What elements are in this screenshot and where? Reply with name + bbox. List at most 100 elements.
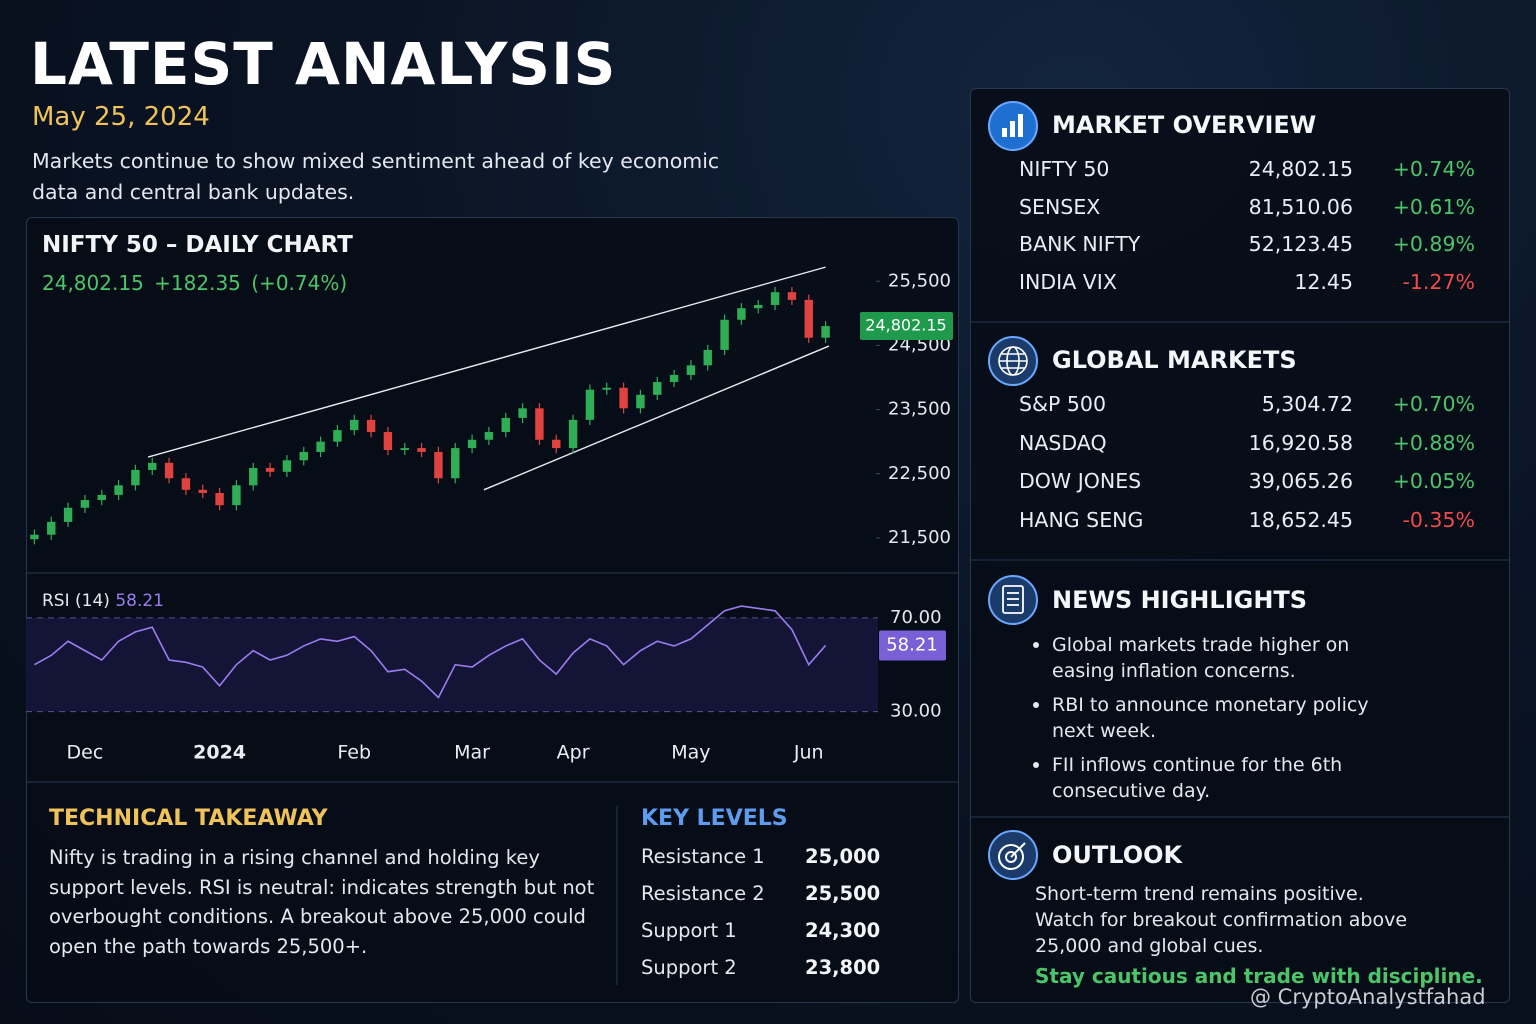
candle-body bbox=[232, 485, 241, 506]
market-name: BANK NIFTY bbox=[1019, 232, 1141, 257]
market-name: NIFTY 50 bbox=[1019, 157, 1110, 181]
level-name: Resistance 2 bbox=[641, 882, 765, 905]
level-value: 25,500 bbox=[805, 882, 881, 905]
market-change: +0.05% bbox=[1392, 469, 1475, 493]
rsi-tag-label: 58.21 bbox=[886, 634, 938, 655]
y-tick-label: 22,500 bbox=[888, 463, 951, 484]
market-value: 81,510.06 bbox=[1248, 194, 1353, 219]
news-item: RBI to announce monetary policy next wee… bbox=[1052, 694, 1369, 742]
candle-body bbox=[737, 308, 746, 320]
market-value: 16,920.58 bbox=[1248, 430, 1353, 455]
candle-body bbox=[47, 521, 56, 535]
outlook-text: Short-term trend remains positive. Watch… bbox=[1035, 883, 1408, 957]
level-value: 25,000 bbox=[805, 845, 881, 868]
x-tick-label: Dec bbox=[67, 742, 104, 764]
level-value: 24,300 bbox=[805, 919, 881, 942]
channel-line bbox=[483, 345, 830, 491]
section-title: OUTLOOK bbox=[1052, 841, 1183, 869]
market-name: DOW JONES bbox=[1019, 469, 1142, 493]
candle-body bbox=[131, 469, 140, 486]
level-value: 23,800 bbox=[805, 956, 881, 979]
candle-body bbox=[585, 389, 595, 420]
y-tick-label: 21,500 bbox=[888, 527, 951, 548]
price-tag-label: 24,802.15 bbox=[865, 316, 946, 335]
x-tick-label: Apr bbox=[557, 742, 590, 764]
market-value: 39,065.26 bbox=[1248, 469, 1353, 493]
price-tag bbox=[860, 312, 953, 341]
candle-body bbox=[653, 381, 662, 395]
candle-body bbox=[754, 304, 763, 309]
rsi-tick-label: 30.00 bbox=[890, 701, 942, 722]
candle-body bbox=[535, 408, 544, 440]
takeaway-text: Nifty is trading in a rising channel and… bbox=[49, 846, 595, 958]
candle-body bbox=[636, 394, 645, 409]
icon bbox=[988, 101, 1038, 151]
page-title: LATEST ANALYSIS bbox=[30, 30, 617, 98]
chart-panel bbox=[26, 217, 959, 1003]
chart-title: NIFTY 50 – DAILY CHART bbox=[42, 232, 353, 258]
section-title: GLOBAL MARKETS bbox=[1052, 346, 1297, 374]
market-name: HANG SENG bbox=[1019, 507, 1144, 532]
icon bbox=[988, 830, 1038, 880]
candle-body bbox=[80, 500, 90, 508]
market-value: 18,652.45 bbox=[1248, 507, 1353, 532]
section-title: MARKET OVERVIEW bbox=[1052, 111, 1317, 139]
channel-line bbox=[147, 266, 826, 458]
candle-body bbox=[164, 462, 174, 479]
candle-body bbox=[568, 419, 578, 449]
rsi-tag bbox=[879, 630, 946, 661]
candle-body bbox=[501, 417, 510, 433]
bullet bbox=[1033, 762, 1039, 768]
market-name: INDIA VIX bbox=[1019, 270, 1117, 295]
candle-body bbox=[821, 326, 830, 338]
candle-body bbox=[602, 387, 611, 390]
market-change: +0.70% bbox=[1392, 392, 1475, 416]
candle-body bbox=[434, 451, 443, 479]
candle-body bbox=[619, 387, 628, 409]
candle-body bbox=[350, 419, 359, 431]
news-item: Global markets trade higher on easing in… bbox=[1052, 634, 1350, 682]
watermark: @ CryptoAnalystfahad bbox=[1250, 985, 1486, 1009]
candle-body bbox=[804, 299, 813, 338]
x-tick-label: Jun bbox=[793, 742, 824, 764]
market-name: SENSEX bbox=[1019, 194, 1101, 219]
section-title: NEWS HIGHLIGHTS bbox=[1052, 586, 1308, 614]
candle-body bbox=[703, 349, 712, 366]
market-change: +0.89% bbox=[1392, 232, 1475, 257]
date: May 25, 2024 bbox=[32, 102, 210, 132]
candle-body bbox=[181, 478, 191, 490]
candle-body bbox=[686, 365, 696, 375]
news-item: FII inflows continue for the 6th consecu… bbox=[1052, 754, 1343, 802]
bullet bbox=[1033, 702, 1039, 708]
candle-body bbox=[383, 432, 393, 451]
market-value: 24,802.15 bbox=[1248, 157, 1353, 181]
market-value: 12.45 bbox=[1294, 270, 1353, 295]
candle-body bbox=[366, 419, 376, 433]
x-tick-label: Feb bbox=[337, 742, 371, 764]
candle-body bbox=[467, 439, 477, 449]
y-tick-label: 23,500 bbox=[888, 399, 951, 420]
level-name: Support 1 bbox=[641, 919, 737, 942]
change: +182.35 (+0.74%) bbox=[154, 271, 348, 295]
candle-body bbox=[198, 489, 207, 493]
candle-body bbox=[417, 448, 426, 452]
market-change: +0.61% bbox=[1392, 194, 1475, 219]
bullet bbox=[1033, 642, 1039, 648]
candle-body bbox=[265, 467, 275, 472]
key-levels-title: KEY LEVELS bbox=[641, 806, 788, 831]
market-change: -0.35% bbox=[1402, 507, 1475, 532]
x-tick-label: Mar bbox=[454, 742, 490, 764]
rsi-line bbox=[34, 605, 827, 699]
candle-body bbox=[299, 451, 308, 461]
candle-body bbox=[215, 493, 224, 506]
market-change: +0.74% bbox=[1392, 157, 1475, 181]
candle-body bbox=[518, 408, 527, 418]
rsi-name: RSI (14) bbox=[42, 591, 110, 611]
level-name: Support 2 bbox=[641, 956, 737, 979]
candle-body bbox=[400, 448, 409, 451]
outlook-note: Stay cautious and trade with discipline. bbox=[1035, 964, 1483, 988]
level-name: Resistance 1 bbox=[641, 845, 765, 868]
candle-body bbox=[720, 319, 729, 350]
